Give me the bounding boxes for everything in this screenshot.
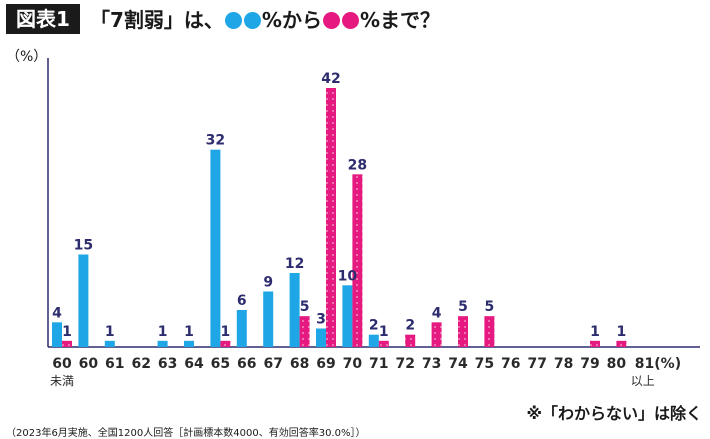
bar-from-10 (316, 328, 326, 347)
data-label: 2 (405, 318, 415, 334)
bar-from-12 (368, 334, 379, 347)
x-tick-label: 62 (131, 356, 150, 372)
x-tick-label: 79 (580, 356, 599, 372)
bar-to-20 (590, 340, 600, 347)
x-tick-label: 77 (527, 356, 546, 372)
bar-to-0 (62, 340, 72, 347)
x-tick-label: 61 (105, 356, 124, 372)
data-label: 1 (62, 324, 72, 340)
x-tick-label: 65 (211, 356, 230, 372)
bar-from-7 (236, 310, 247, 347)
x-tick-label: 72 (395, 356, 414, 372)
x-tick-label: 60 (79, 356, 99, 372)
x-sub-label: 未満 (50, 374, 74, 388)
x-tick-label: 80 (607, 356, 627, 372)
x-tick-label: 70 (343, 356, 363, 372)
x-tick-label: 78 (554, 356, 573, 372)
x-tick-label: 63 (158, 356, 177, 372)
bar-to-9 (299, 316, 310, 347)
bar-to-6 (220, 340, 231, 347)
x-tick-label: 64 (184, 356, 204, 372)
data-label: 32 (206, 133, 225, 149)
x-tick-label: 67 (263, 356, 282, 372)
data-label: 28 (348, 157, 367, 173)
x-tick-label: 68 (290, 356, 309, 372)
data-label: 1 (590, 324, 600, 340)
data-label: 1 (221, 324, 231, 340)
bar-from-1 (78, 254, 89, 347)
source-note: （2023年6月実施、全国1200人回答［計画標本数4000、有効回答率30.0… (6, 428, 366, 439)
x-tick-label: 74 (448, 356, 468, 372)
data-label: 5 (485, 299, 495, 315)
data-label: 1 (184, 324, 194, 340)
pink-dot-icon (322, 12, 340, 29)
data-label: 9 (263, 275, 273, 291)
title-part2: %から (261, 8, 322, 32)
bar-from-9 (289, 273, 300, 347)
cyan-dot-icon (224, 12, 242, 29)
bar-to-16 (484, 316, 495, 347)
data-label: 5 (458, 299, 468, 315)
title-part1: 「7割弱」は、 (90, 8, 224, 32)
bar-from-11 (342, 285, 353, 347)
figure-label: 図表1 (6, 4, 80, 34)
chart-title: 「7割弱」は、 %から %まで？ (90, 6, 440, 34)
x-tick-label: 66 (237, 356, 256, 372)
bar-from-4 (157, 340, 168, 347)
bar-from-0 (52, 322, 62, 347)
x-tick-label: 81(%) (635, 356, 681, 372)
y-unit-label: （%） (6, 49, 48, 65)
bar-to-11 (352, 174, 363, 347)
bar-from-2 (104, 340, 115, 347)
data-label: 12 (285, 256, 304, 272)
data-label: 10 (338, 268, 358, 284)
data-label: 1 (617, 324, 627, 340)
x-tick-label: 60 (52, 356, 72, 372)
data-label: 3 (316, 312, 326, 328)
bar-to-13 (405, 334, 416, 347)
x-tick-label: 75 (475, 356, 494, 372)
x-sub-label: 以上 (631, 374, 655, 388)
x-tick-label: 71 (369, 356, 388, 372)
data-label: 2 (369, 318, 379, 334)
bar-to-12 (378, 340, 389, 347)
title-part3: %まで？ (359, 8, 441, 32)
bar-to-10 (326, 88, 336, 347)
data-label: 4 (432, 305, 442, 321)
data-label: 1 (379, 324, 389, 340)
x-tick-label: 76 (501, 356, 520, 372)
x-tick-label: 73 (422, 356, 441, 372)
bar-from-8 (263, 291, 274, 347)
data-label: 1 (105, 324, 115, 340)
data-label: 42 (321, 71, 340, 87)
data-label: 15 (74, 238, 93, 254)
chart-header: 図表1 「7割弱」は、 %から %まで？ (0, 0, 710, 40)
bar-from-6 (210, 149, 221, 347)
bar-to-15 (458, 316, 468, 347)
x-tick-label: 69 (316, 356, 335, 372)
data-label: 4 (52, 305, 62, 321)
data-label: 5 (300, 299, 310, 315)
bar-to-21 (616, 340, 627, 347)
data-label: 6 (237, 293, 247, 309)
data-label: 1 (158, 324, 168, 340)
cyan-dot-icon (243, 12, 261, 29)
note-excluded: ※「わからない」は除く (526, 404, 702, 423)
bar-from-5 (184, 340, 194, 347)
bar-to-14 (431, 322, 442, 347)
pink-dot-icon (341, 12, 359, 29)
